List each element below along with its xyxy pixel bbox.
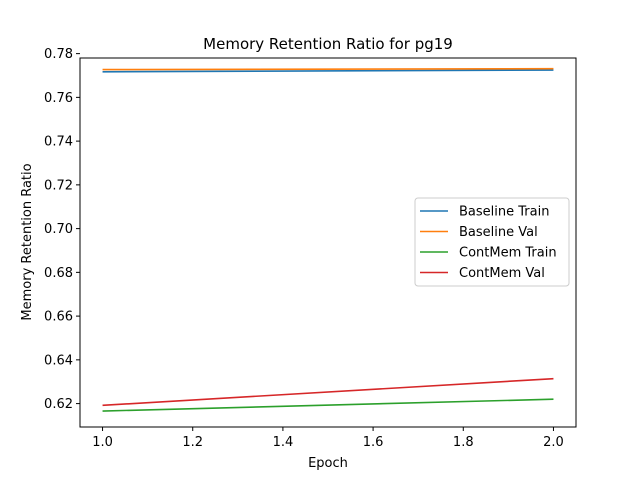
legend-entry-baseline-train: Baseline Train <box>459 205 549 220</box>
legend-entry-contmem-val: ContMem Val <box>459 266 545 281</box>
x-tick-label: 1.6 <box>363 435 384 450</box>
y-axis-label: Memory Retention Ratio <box>20 163 35 320</box>
x-axis-label: Epoch <box>308 456 348 471</box>
y-tick-label: 0.66 <box>44 310 73 325</box>
plot-area <box>102 67 554 412</box>
legend-entry-contmem-train: ContMem Train <box>459 246 557 261</box>
y-tick-label: 0.70 <box>44 222 73 237</box>
x-axis: 1.0 1.2 1.4 1.6 1.8 2.0 <box>92 427 564 450</box>
chart-title: Memory Retention Ratio for pg19 <box>203 35 453 53</box>
x-tick-label: 1.8 <box>453 435 474 450</box>
x-tick-label: 1.0 <box>92 435 113 450</box>
y-tick-label: 0.64 <box>44 353 73 368</box>
x-tick-label: 1.2 <box>182 435 203 450</box>
x-tick-label: 2.0 <box>543 435 564 450</box>
y-tick-label: 0.78 <box>44 47 73 62</box>
legend: Baseline Train Baseline Val ContMem Train C… <box>414 197 570 287</box>
series-line-baseline-train <box>102 69 554 73</box>
y-tick-label: 0.76 <box>44 91 73 106</box>
y-tick-label: 0.62 <box>44 397 73 412</box>
axes-frame <box>79 57 577 428</box>
series-line-baseline-val <box>102 67 554 71</box>
series-line-contmem-val <box>102 377 554 407</box>
x-tick-label: 1.4 <box>273 435 294 450</box>
series-line-contmem-train <box>102 398 554 412</box>
y-tick-label: 0.74 <box>44 135 73 150</box>
y-tick-label: 0.68 <box>44 266 73 281</box>
legend-entry-baseline-val: Baseline Val <box>459 225 538 240</box>
legend-box <box>414 197 570 287</box>
y-tick-label: 0.72 <box>44 178 73 193</box>
y-axis: 0.62 0.64 0.66 0.68 0.70 0.72 0.74 0.76 0.78 <box>44 47 80 412</box>
